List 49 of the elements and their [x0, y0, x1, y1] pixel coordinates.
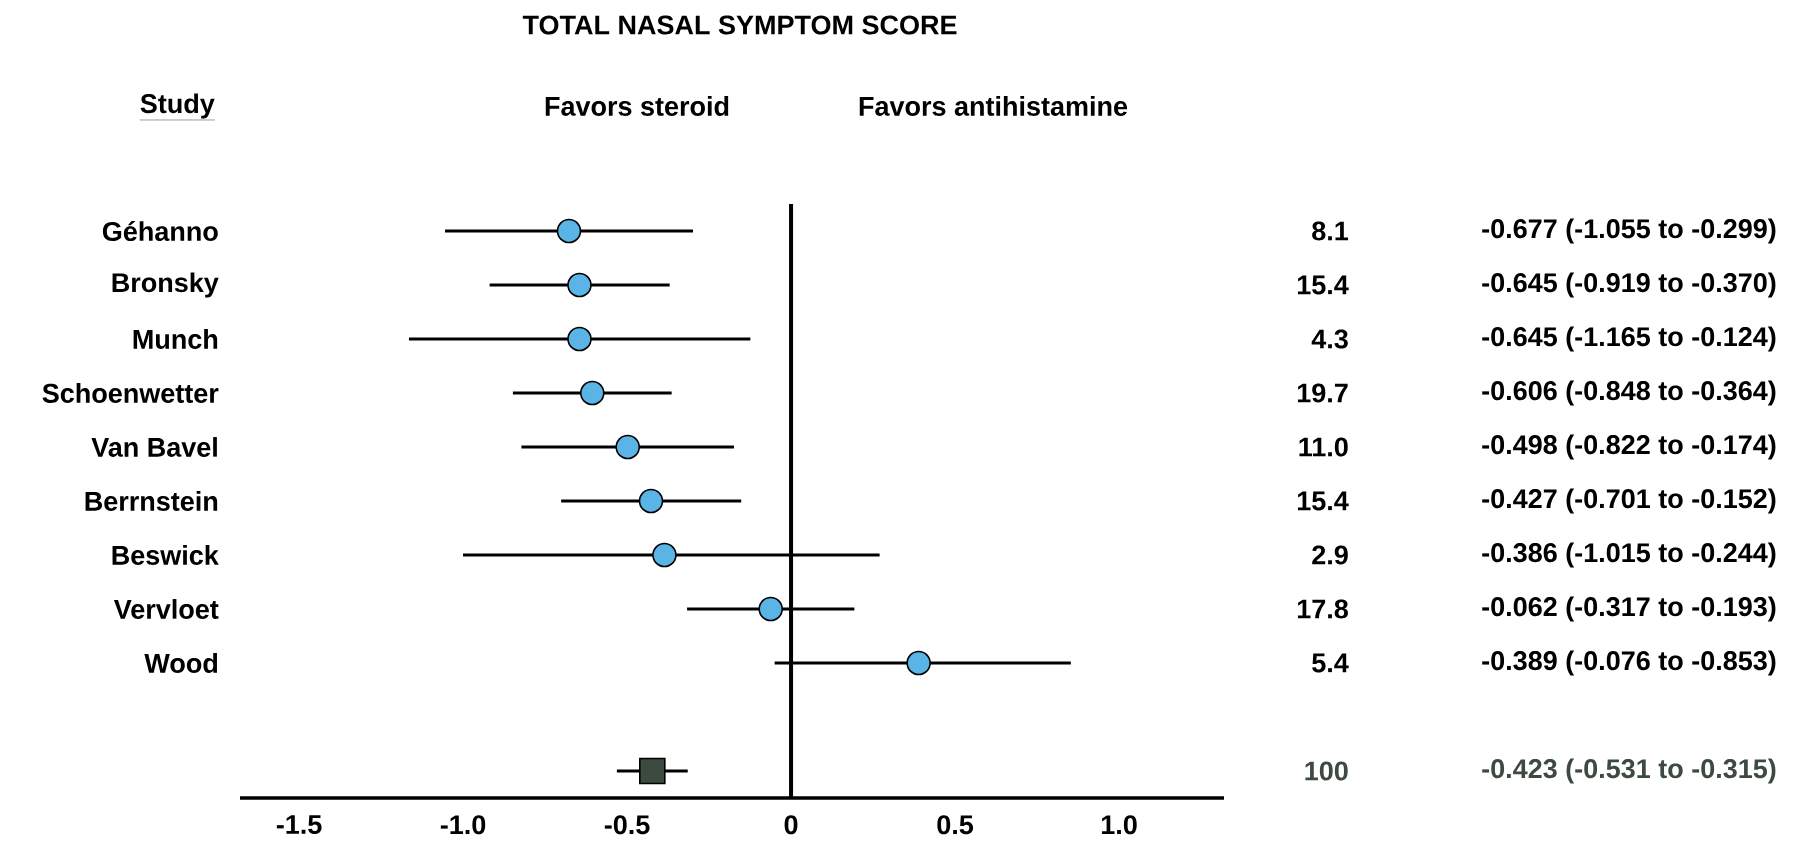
y-tick-label: Berrnstein — [85, 490, 218, 511]
text: 100 — [1305, 761, 1348, 781]
y-axis-title: Study — [140, 93, 215, 119]
y-tick-label: Vervloet — [113, 598, 219, 619]
text: 2.9 — [1312, 545, 1348, 565]
point — [567, 272, 592, 298]
text: 17.8 — [1297, 599, 1348, 619]
text: -0.645 (-1.165 to -0.124) — [1482, 326, 1776, 352]
text: 15.4 — [1297, 491, 1349, 511]
text: -0.423 (-0.531 to -0.315) — [1482, 758, 1776, 784]
text: 15.4 — [1297, 275, 1349, 295]
y-tick-label: Bronsky — [112, 272, 219, 298]
x-tick-label: -1.0 — [440, 815, 486, 835]
point — [579, 380, 605, 406]
text: -0.645 (-0.919 to -0.370) — [1482, 272, 1776, 298]
point — [615, 434, 641, 460]
x-tick-label: -1.5 — [276, 815, 322, 834]
text: -0.606 (-0.848 to -0.364) — [1482, 380, 1776, 406]
y-tick-label: Schoenwetter — [42, 382, 219, 403]
text: Favors steroid — [545, 95, 729, 116]
x-tick-label: 1.0 — [1101, 815, 1137, 835]
text: 11.0 — [1299, 437, 1348, 457]
text: Favors antihistamine — [859, 95, 1128, 116]
x-tick-label: 0.5 — [937, 815, 974, 835]
text: -0.389 (-0.076 to -0.853) — [1482, 650, 1776, 676]
point — [567, 326, 592, 352]
point — [638, 488, 664, 514]
text: -0.062 (-0.317 to -0.193) — [1482, 596, 1776, 622]
text: 5.4 — [1312, 653, 1349, 673]
y-tick-label: Wood — [144, 652, 218, 673]
text: 8.1 — [1312, 221, 1349, 241]
text: 19.7 — [1297, 383, 1348, 403]
point — [758, 596, 784, 622]
text: -0.677 (-1.055 to -0.299) — [1482, 218, 1776, 244]
text: -0.498 (-0.822 to -0.174) — [1482, 434, 1776, 460]
y-tick-label: Beswick — [112, 544, 219, 565]
text: -0.427 (-0.701 to -0.152) — [1482, 488, 1776, 514]
y-tick-label: Van Bavel — [91, 436, 217, 457]
point — [556, 218, 582, 244]
x-tick-label: 0 — [784, 815, 798, 835]
y-tick-label: Géhanno — [102, 220, 218, 241]
y-tick-label: Munch — [133, 328, 218, 349]
point — [639, 757, 666, 785]
chart-title: TOTAL NASAL SYMPTOM SCORE — [522, 15, 957, 35]
point — [906, 650, 931, 676]
point — [652, 542, 677, 568]
text: 4.3 — [1311, 329, 1348, 349]
text: -0.386 (-1.015 to -0.244) — [1482, 542, 1776, 568]
x-tick-label: -0.5 — [604, 815, 650, 835]
